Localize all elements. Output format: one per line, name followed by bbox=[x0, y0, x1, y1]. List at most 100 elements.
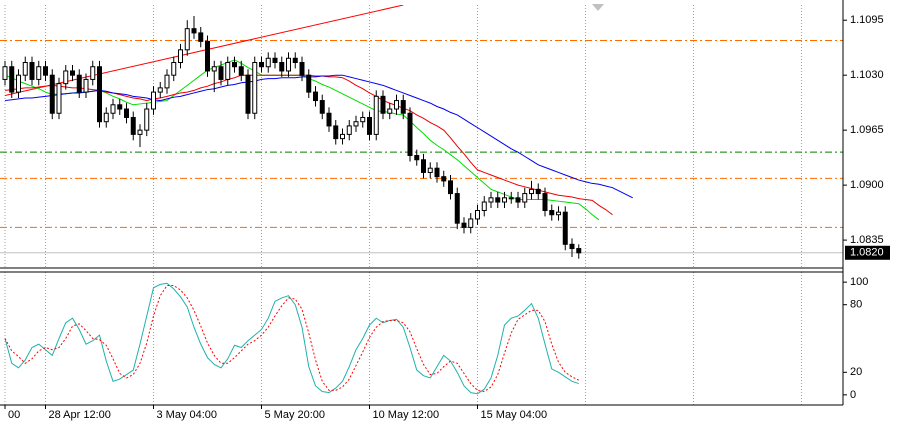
candle-body bbox=[171, 62, 177, 76]
candle-body bbox=[400, 100, 406, 114]
candle-body bbox=[272, 57, 278, 64]
candle-body bbox=[529, 188, 534, 195]
candle-body bbox=[232, 62, 237, 68]
candle-body bbox=[164, 74, 170, 89]
candle-body bbox=[481, 201, 487, 211]
candle-body bbox=[191, 28, 197, 34]
line-series bbox=[4, 285, 579, 392]
candle-body bbox=[569, 243, 575, 250]
last-price-box bbox=[845, 245, 890, 260]
candle-body bbox=[16, 74, 21, 93]
x-tick-label: 15 May 04:00 bbox=[481, 409, 548, 421]
candle-body bbox=[9, 66, 15, 93]
candle-body bbox=[475, 209, 480, 220]
candle-body bbox=[299, 62, 305, 76]
candle-body bbox=[117, 104, 123, 110]
y-tick-label: 0 bbox=[850, 389, 856, 401]
candle-body bbox=[184, 28, 190, 51]
y-tick-label: 1.0900 bbox=[850, 179, 884, 191]
axes: 00 28 Apr 12:00 3 May 04:00 5 May 20:00 10 M… bbox=[0, 0, 890, 421]
candle-body bbox=[70, 70, 75, 76]
candle-body bbox=[36, 66, 42, 80]
candle-body bbox=[407, 112, 413, 157]
candle-body bbox=[562, 211, 568, 245]
candle-body bbox=[144, 108, 150, 131]
candle-body bbox=[427, 167, 433, 173]
candle-body bbox=[346, 125, 352, 135]
candle-body bbox=[49, 74, 55, 114]
candle-body bbox=[468, 218, 474, 228]
x-tick-label: 10 May 12:00 bbox=[373, 409, 440, 421]
last-price-label: 1.0820 bbox=[850, 247, 884, 259]
candle-body bbox=[340, 133, 345, 140]
candle-body bbox=[461, 222, 467, 228]
x-tick-label: 5 May 20:00 bbox=[265, 409, 326, 421]
candle-body bbox=[279, 62, 285, 72]
candle-body bbox=[522, 193, 528, 203]
candle-body bbox=[76, 74, 82, 93]
candle-body bbox=[441, 176, 447, 182]
candle-body bbox=[43, 66, 48, 76]
grid bbox=[4, 5, 802, 405]
candle-body bbox=[124, 108, 129, 118]
candle-body bbox=[556, 211, 561, 216]
candle-body bbox=[353, 121, 359, 127]
candle-body bbox=[488, 197, 494, 203]
y-tick-label: 80 bbox=[850, 299, 862, 311]
candle-body bbox=[151, 91, 156, 110]
candle-body bbox=[313, 91, 318, 102]
candle-body bbox=[306, 74, 312, 93]
candle-body bbox=[198, 32, 204, 42]
x-tick-label: 00 bbox=[8, 409, 20, 421]
y-tick-label: 100 bbox=[850, 276, 868, 288]
candle-body bbox=[414, 155, 420, 161]
candle-body bbox=[360, 116, 366, 123]
candle-body bbox=[2, 66, 8, 80]
candle-body bbox=[326, 112, 332, 127]
y-tick-label: 20 bbox=[850, 366, 862, 378]
candle-body bbox=[448, 180, 453, 195]
candle-body bbox=[502, 197, 507, 203]
candle-body bbox=[252, 62, 258, 114]
candle-body bbox=[211, 66, 217, 72]
candle-body bbox=[495, 197, 501, 203]
candle-body bbox=[259, 62, 264, 68]
candle-body bbox=[178, 49, 183, 64]
candle-body bbox=[205, 40, 210, 72]
candle-body bbox=[508, 197, 514, 200]
candle-body bbox=[103, 112, 109, 123]
candle-body bbox=[576, 248, 582, 254]
stochastic-panel bbox=[4, 282, 579, 395]
candle-body bbox=[225, 62, 231, 80]
candle-body bbox=[265, 57, 271, 68]
trend-line bbox=[4, 5, 404, 96]
candle-body bbox=[333, 125, 339, 140]
x-tick-label: 3 May 04:00 bbox=[157, 409, 218, 421]
line-series bbox=[4, 74, 633, 199]
candle-body bbox=[380, 95, 386, 114]
line-series bbox=[4, 282, 579, 395]
candle-body bbox=[130, 116, 136, 135]
candle-body bbox=[286, 57, 291, 72]
candle-body bbox=[515, 197, 521, 203]
candle-body bbox=[218, 66, 224, 80]
candle-body bbox=[245, 74, 251, 114]
candle-body bbox=[97, 66, 102, 123]
candle-body bbox=[319, 100, 325, 114]
candle-body bbox=[454, 193, 460, 224]
candle-body bbox=[373, 95, 379, 135]
candle-body bbox=[535, 188, 541, 195]
candle-body bbox=[292, 57, 298, 64]
price-panel bbox=[0, 5, 843, 259]
candle-body bbox=[387, 108, 393, 114]
candle-body bbox=[157, 87, 163, 93]
candle-body bbox=[394, 100, 399, 110]
candle-body bbox=[549, 209, 555, 216]
candle-body bbox=[90, 66, 96, 80]
candle-body bbox=[29, 62, 35, 80]
candle-body bbox=[137, 129, 143, 135]
candle-body bbox=[56, 83, 62, 114]
candle-body bbox=[83, 78, 89, 93]
